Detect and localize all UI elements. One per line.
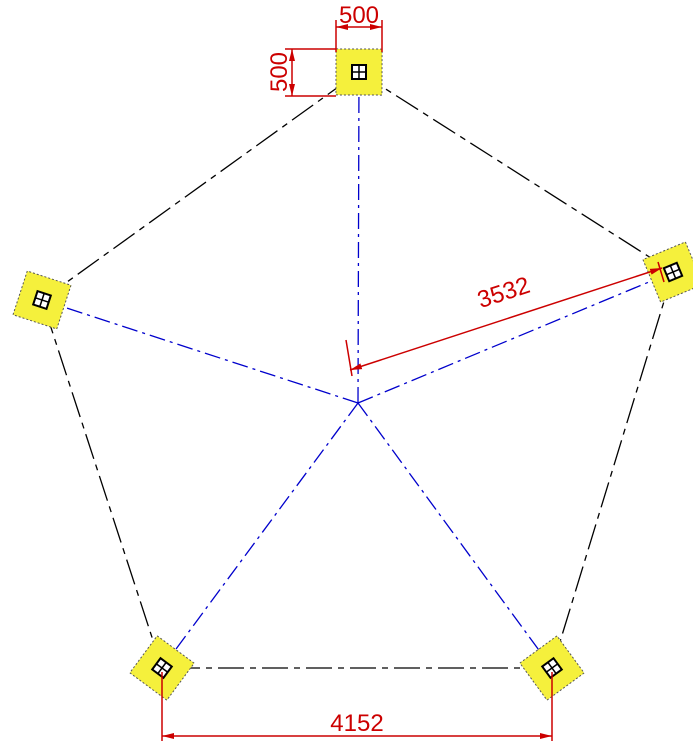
dimension-text: 4152 [330,710,383,737]
dimension-text: 500 [339,2,379,29]
column-cross [35,297,49,303]
perimeter-line [41,299,163,669]
center-line [357,71,360,404]
center-line [41,299,359,404]
perimeter-line [358,71,674,273]
layout-lines [41,71,674,669]
extension-line [345,339,353,377]
dimension-text: 500 [266,52,293,92]
perimeter-line [551,271,674,669]
column-cross [666,268,680,276]
footing [12,270,72,330]
center-line [357,402,553,669]
footings [12,48,693,701]
footing [519,635,585,701]
dimension-text: 3532 [474,272,533,314]
center-line [161,402,359,669]
footing [129,635,195,701]
dimension-line [349,267,663,371]
perimeter-line [41,71,360,301]
footing [335,48,383,96]
column-cross [157,661,167,675]
column-cross [547,661,557,675]
